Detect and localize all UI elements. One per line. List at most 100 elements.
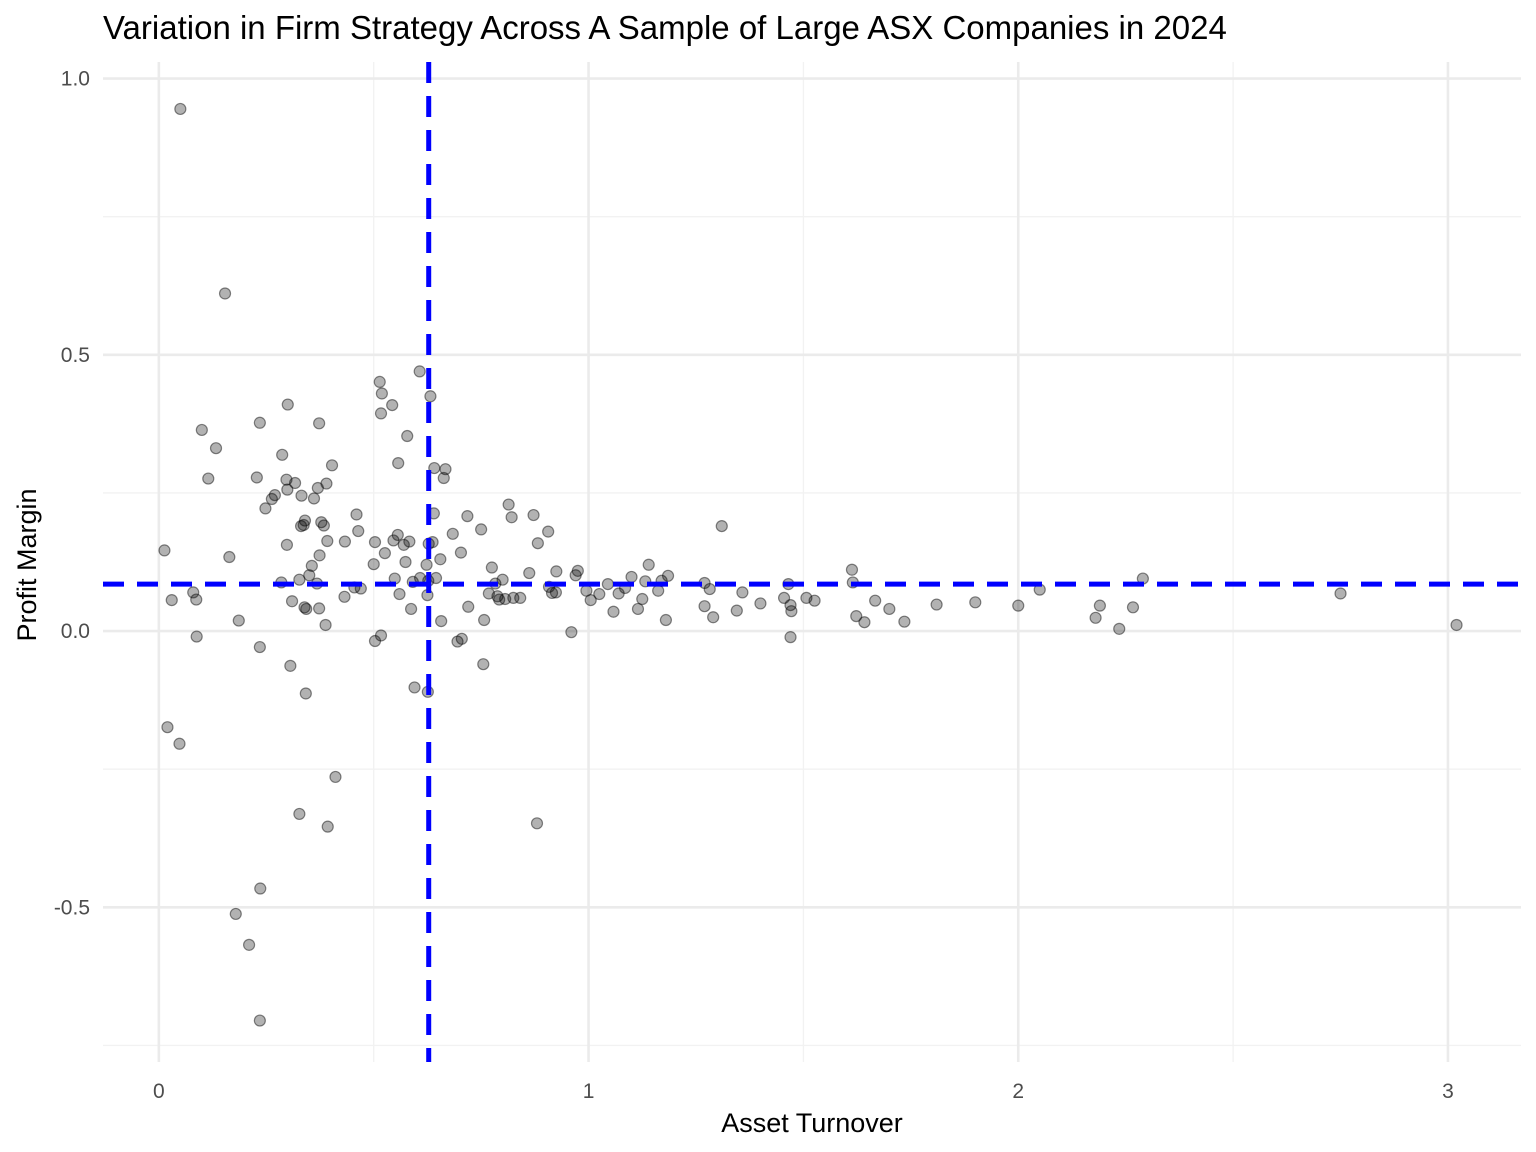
- data-point: [268, 489, 281, 502]
- data-point: [898, 615, 911, 628]
- data-point: [285, 595, 299, 608]
- data-point: [550, 565, 563, 578]
- data-point: [784, 631, 797, 644]
- data-point: [298, 601, 311, 614]
- y-tick-label: -0.5: [54, 896, 90, 919]
- x-tick-label: 0: [153, 1080, 165, 1103]
- data-point: [404, 602, 418, 616]
- data-point: [158, 544, 171, 557]
- data-point: [161, 721, 174, 734]
- data-point: [1089, 611, 1102, 624]
- data-point: [462, 600, 475, 613]
- data-point: [300, 602, 313, 616]
- data-point: [502, 498, 515, 511]
- data-point: [319, 618, 332, 632]
- chart-title: Variation in Firm Strategy Across A Samp…: [103, 9, 1227, 46]
- data-point: [507, 591, 520, 605]
- data-point: [391, 528, 404, 542]
- x-tick-label: 2: [1012, 1080, 1024, 1103]
- data-point: [317, 519, 330, 532]
- data-point: [808, 594, 821, 607]
- data-point: [373, 375, 386, 388]
- data-point: [378, 547, 391, 560]
- data-point: [482, 587, 495, 600]
- data-point: [313, 602, 326, 615]
- data-point: [569, 569, 582, 582]
- data-point: [437, 471, 450, 485]
- data-point: [265, 492, 278, 506]
- data-point: [777, 591, 791, 605]
- data-point: [930, 598, 943, 611]
- data-point: [393, 587, 406, 601]
- data-point: [707, 611, 720, 624]
- data-point: [514, 591, 527, 605]
- data-point: [661, 569, 675, 582]
- data-point: [625, 570, 638, 584]
- data-point: [869, 594, 882, 607]
- data-point: [593, 587, 606, 601]
- data-point: [659, 613, 673, 627]
- data-point: [1126, 601, 1140, 614]
- data-point: [229, 907, 242, 921]
- data-point: [584, 594, 597, 607]
- data-point: [1093, 599, 1106, 612]
- data-point: [571, 564, 584, 577]
- data-point: [284, 659, 297, 672]
- data-point: [485, 561, 498, 574]
- data-point: [631, 602, 645, 616]
- data-point: [434, 553, 447, 566]
- data-point: [386, 398, 399, 412]
- data-point: [338, 590, 351, 603]
- data-point: [565, 626, 578, 639]
- data-point: [477, 658, 490, 671]
- data-point: [531, 537, 544, 550]
- data-point: [549, 586, 563, 599]
- data-point: [698, 600, 711, 613]
- data-point: [321, 534, 334, 548]
- data-point: [329, 770, 342, 784]
- y-tick-label: 0.0: [61, 620, 90, 643]
- data-point: [320, 477, 333, 490]
- data-point: [499, 592, 512, 606]
- data-point: [195, 423, 208, 437]
- data-point: [784, 598, 797, 612]
- data-point: [1012, 599, 1025, 612]
- data-point: [785, 605, 798, 618]
- data-point: [367, 558, 380, 571]
- data-point: [478, 613, 491, 627]
- data-point: [288, 476, 302, 490]
- data-point: [375, 387, 388, 400]
- reference-lines: [103, 62, 1521, 1062]
- data-point: [254, 882, 267, 895]
- data-point: [636, 592, 649, 606]
- data-point: [313, 417, 326, 430]
- data-point: [293, 807, 306, 821]
- data-point: [435, 615, 448, 628]
- data-point: [280, 538, 294, 551]
- data-point: [223, 550, 236, 564]
- data-point: [401, 429, 414, 443]
- y-axis-title: Profit Margin: [12, 488, 42, 641]
- data-point: [703, 582, 716, 596]
- data-point: [408, 681, 421, 694]
- data-point: [451, 635, 464, 648]
- x-tick-label: 3: [1442, 1080, 1454, 1103]
- data-point: [505, 511, 518, 524]
- data-point: [429, 571, 443, 585]
- data-point: [253, 640, 266, 654]
- data-point: [297, 518, 310, 532]
- data-point: [350, 508, 363, 521]
- data-point: [883, 602, 896, 616]
- data-point: [399, 555, 412, 569]
- data-point: [307, 492, 321, 505]
- data-point: [311, 481, 324, 495]
- data-point: [368, 536, 382, 549]
- data-point: [730, 604, 743, 617]
- data-point: [165, 594, 178, 607]
- data-point: [173, 737, 186, 750]
- data-point: [736, 586, 749, 599]
- data-point: [413, 365, 426, 378]
- data-point: [612, 587, 625, 600]
- data-point: [374, 629, 388, 642]
